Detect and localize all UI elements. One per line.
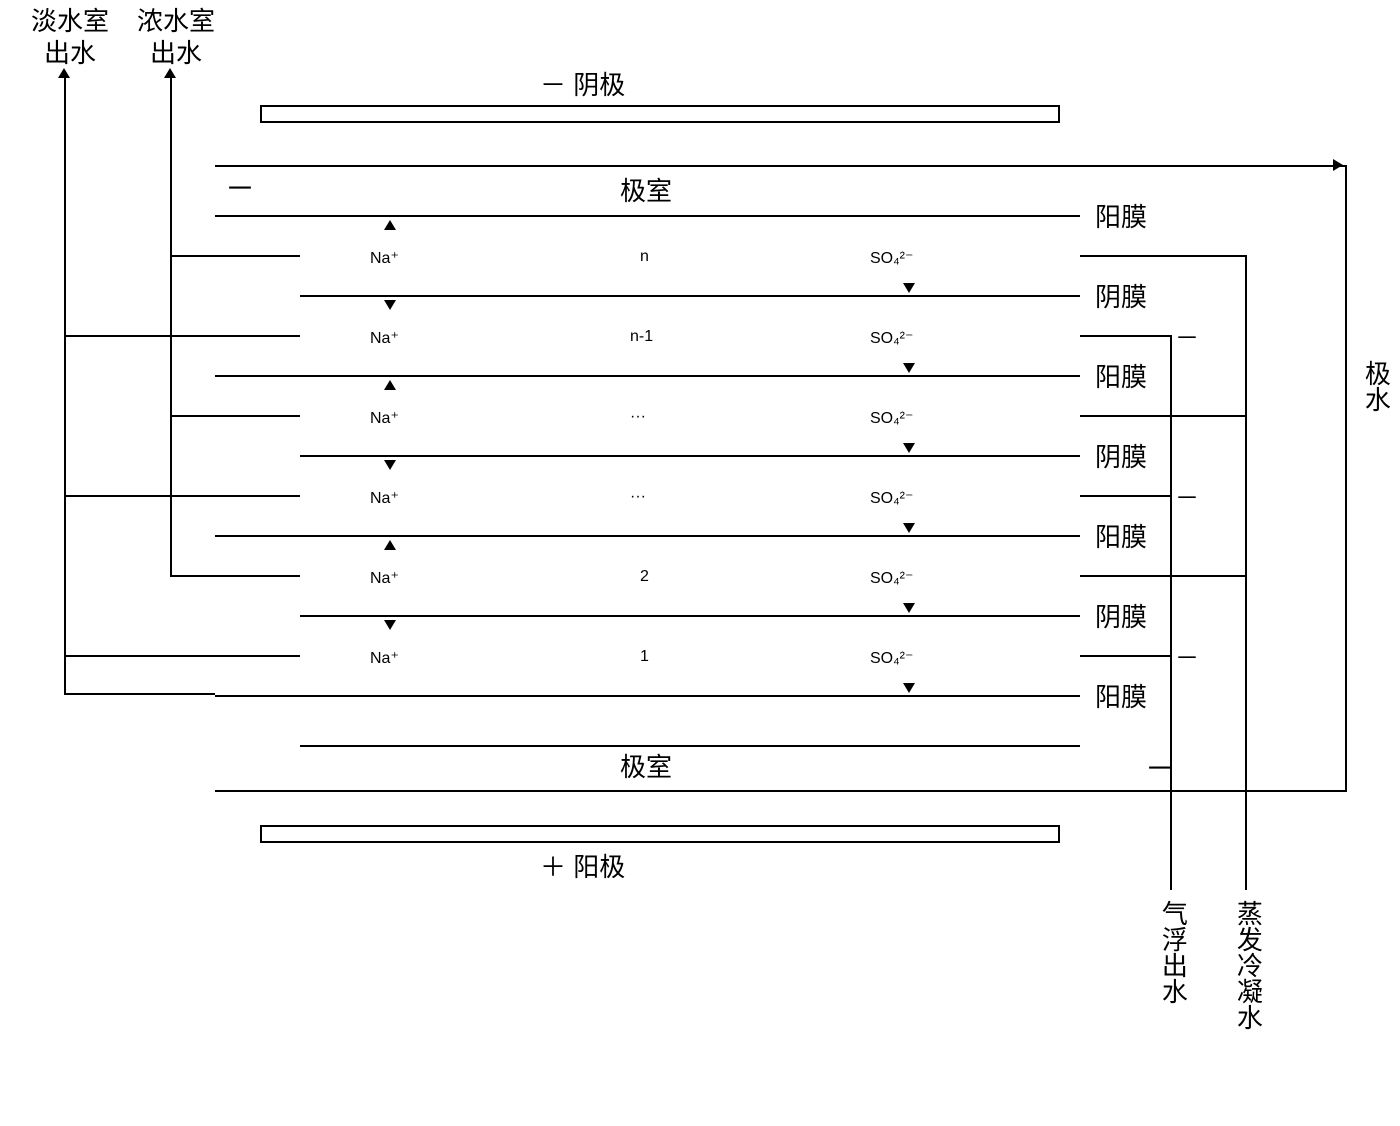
- ion-so4-2: SO₄²⁻: [870, 568, 913, 588]
- top-chamber-label: 极室: [620, 176, 672, 207]
- conn-r-evap-n: [1080, 255, 1247, 257]
- ion-na-n1: Na⁺: [370, 328, 399, 348]
- ion-na-1: Na⁺: [370, 648, 399, 668]
- ion-so4-1: SO₄²⁻: [870, 648, 913, 668]
- conn-r-evap-d1: [1080, 415, 1247, 417]
- flotation-label: 气浮出水: [1155, 900, 1191, 1004]
- ion-na-d2: Na⁺: [370, 488, 399, 508]
- arr-so4-n1: [903, 363, 915, 373]
- conn-r-flot-d2: [1080, 495, 1172, 497]
- polewater-bot: [1135, 790, 1347, 792]
- ion-so4-n: SO₄²⁻: [870, 248, 913, 268]
- ch-label-n: n: [640, 248, 649, 266]
- conn-conc-2: [170, 575, 300, 577]
- ch-label-d2: ···: [630, 488, 646, 506]
- membrane-3: [215, 375, 1080, 377]
- membrane-1: [215, 215, 1080, 217]
- membrane-5-label: 阳膜: [1095, 522, 1147, 553]
- ion-na-2: Na⁺: [370, 568, 399, 588]
- bottom-chamber-label: 极室: [620, 752, 672, 783]
- arr-na-1: [384, 620, 396, 630]
- membrane-5: [215, 535, 1080, 537]
- membrane-2: [300, 295, 1080, 297]
- out-dilute-arrow: [58, 68, 70, 78]
- label-dilute-out-2: 出水: [30, 38, 110, 69]
- arr-so4-n: [903, 283, 915, 293]
- membrane-4-label: 阴膜: [1095, 442, 1147, 473]
- ch-label-2: 2: [640, 568, 649, 586]
- polewater-trunk: [1345, 165, 1347, 792]
- arr-na-n: [384, 220, 396, 230]
- ch-label-d1: ···: [630, 408, 646, 426]
- top-chamber-top: [215, 165, 1135, 167]
- arr-so4-2: [903, 603, 915, 613]
- dash-top-left: －: [225, 172, 255, 208]
- anode-label: ＋ 阳极: [540, 852, 625, 883]
- membrane-6-label: 阴膜: [1095, 602, 1147, 633]
- conn-conc-d1: [170, 415, 300, 417]
- bottom-chamber-bottom: [215, 790, 1135, 792]
- out-conc-trunk: [170, 78, 172, 575]
- polewater-arrow: [1333, 159, 1343, 171]
- arr-na-d2: [384, 460, 396, 470]
- conn-conc-n: [170, 255, 300, 257]
- arr-na-d1: [384, 380, 396, 390]
- arr-na-2: [384, 540, 396, 550]
- dash-r1: －: [1175, 325, 1199, 354]
- anode-bar: [260, 825, 1060, 843]
- arr-na-n1: [384, 300, 396, 310]
- arr-so4-d2: [903, 523, 915, 533]
- ion-so4-n1: SO₄²⁻: [870, 328, 913, 348]
- out-dilute-trunk: [64, 78, 66, 695]
- ch-label-1: 1: [640, 648, 649, 666]
- conn-dil-d2: [64, 495, 300, 497]
- evap-label: 蒸发冷凝水: [1230, 900, 1266, 1030]
- arr-so4-1: [903, 683, 915, 693]
- membrane-4: [300, 455, 1080, 457]
- polewater-top: [1135, 165, 1347, 167]
- conn-r-flot-n1: [1080, 335, 1172, 337]
- cathode-label: － 阴极: [540, 70, 625, 101]
- cathode-bar: [260, 105, 1060, 123]
- membrane-3-label: 阳膜: [1095, 362, 1147, 393]
- membrane-1-label: 阳膜: [1095, 202, 1147, 233]
- bottom-separator: [300, 745, 1080, 747]
- ion-so4-d1: SO₄²⁻: [870, 408, 913, 428]
- membrane-7: [215, 695, 1080, 697]
- dash-r3: －: [1175, 645, 1199, 674]
- evap-trunk: [1245, 255, 1247, 890]
- arr-so4-d1: [903, 443, 915, 453]
- label-conc-out-1: 浓水室: [136, 6, 216, 37]
- conn-dil-top: [64, 693, 215, 695]
- conn-r-flot-1: [1080, 655, 1172, 657]
- polewater-label: 极水: [1358, 360, 1394, 412]
- membrane-2-label: 阴膜: [1095, 282, 1147, 313]
- label-dilute-out-1: 淡水室: [30, 6, 110, 37]
- conn-dil-n1: [64, 335, 300, 337]
- conn-dil-1: [64, 655, 300, 657]
- out-conc-arrow: [164, 68, 176, 78]
- conn-r-evap-2: [1080, 575, 1247, 577]
- membrane-6: [300, 615, 1080, 617]
- ion-na-n: Na⁺: [370, 248, 399, 268]
- flotation-trunk: [1170, 335, 1172, 890]
- ion-na-d1: Na⁺: [370, 408, 399, 428]
- ch-label-n1: n-1: [630, 328, 653, 346]
- ion-so4-d2: SO₄²⁻: [870, 488, 913, 508]
- label-conc-out-2: 出水: [136, 38, 216, 69]
- membrane-7-label: 阳膜: [1095, 682, 1147, 713]
- dash-r2: －: [1175, 485, 1199, 514]
